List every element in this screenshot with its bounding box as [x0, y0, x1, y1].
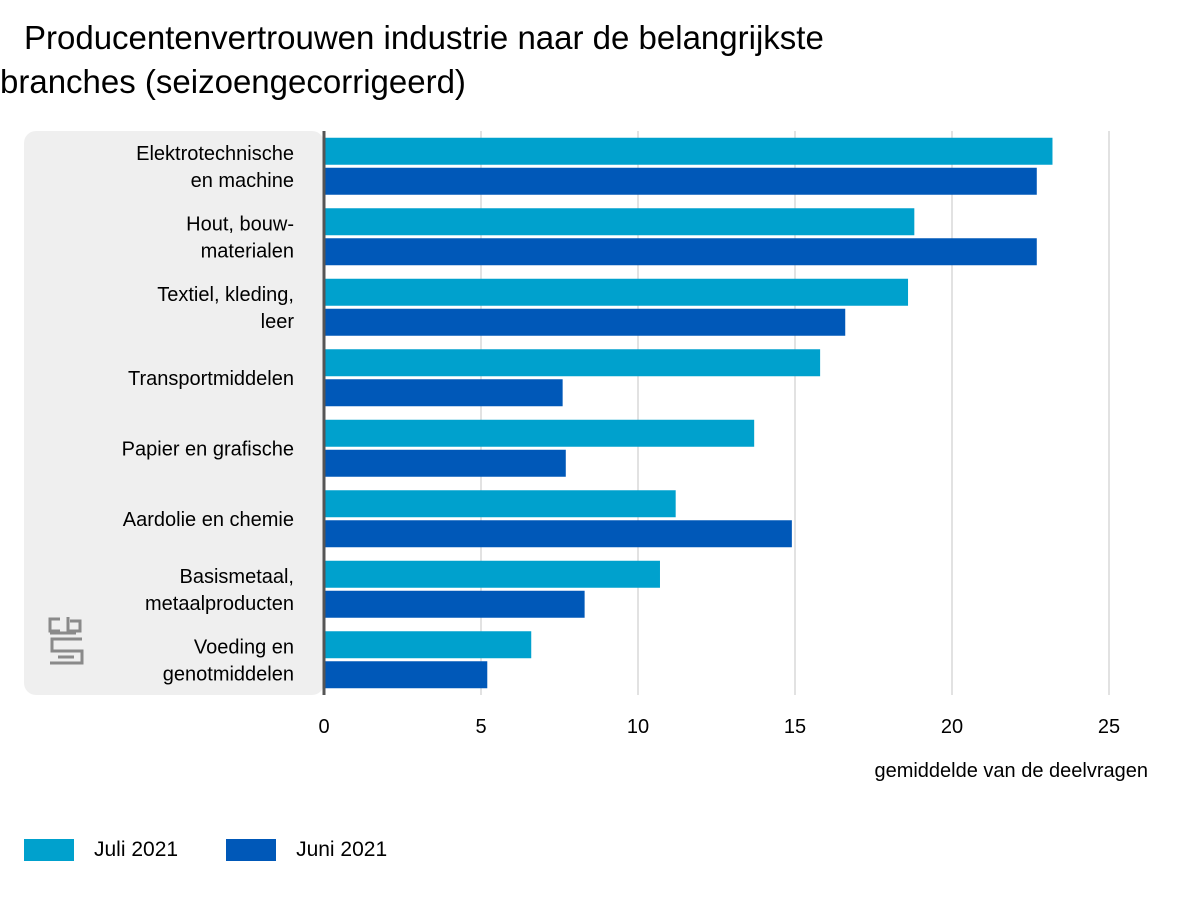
- bar-chart: Elektrotechnische en machine Hout, bouw-ma…: [24, 131, 1148, 782]
- bars: [324, 137, 1053, 689]
- bar-juli-2021: [324, 631, 532, 659]
- bar-juli-2021: [324, 419, 755, 447]
- category-label: metaalproducten: [145, 593, 294, 615]
- category-label: Aardolie en chemie: [123, 509, 294, 531]
- chart-title-line-1: Producentenvertrouwen industrie naar de …: [24, 19, 824, 56]
- bar-juli-2021: [324, 490, 676, 518]
- bar-juni-2021: [324, 661, 488, 689]
- category-label: Hout, bouw-: [186, 213, 294, 235]
- x-tick-label: 15: [784, 716, 806, 738]
- category-label: Elektrotechnische: [136, 143, 294, 165]
- bar-juli-2021: [324, 137, 1053, 165]
- bar-juni-2021: [324, 449, 566, 477]
- x-tick-labels: 0 5 10 15 20 25: [318, 716, 1120, 738]
- category-label: Papier en grafische: [122, 438, 294, 460]
- cbs-logo-icon: [48, 617, 84, 665]
- legend-item-juni-2021: Juni 2021: [226, 838, 387, 862]
- category-panel: [24, 131, 324, 695]
- category-label: en machine: [191, 170, 294, 192]
- legend-swatch-juli-2021: [24, 839, 74, 861]
- category-label: leer: [261, 311, 295, 333]
- bar-juli-2021: [324, 349, 821, 377]
- x-tick-label: 25: [1098, 716, 1120, 738]
- bar-juli-2021: [324, 208, 915, 236]
- category-label: Voeding en: [194, 636, 294, 658]
- category-labels: Elektrotechnische en machine Hout, bouw-ma…: [122, 143, 295, 686]
- x-axis-label: gemiddelde van de deelvragen: [874, 760, 1148, 782]
- category-label: Basismetaal,: [180, 566, 295, 588]
- category-label: genotmiddelen: [163, 663, 294, 685]
- legend-swatch-juni-2021: [226, 839, 277, 861]
- bar-juni-2021: [324, 590, 585, 618]
- legend-item-juli-2021: Juli 2021: [24, 838, 178, 862]
- x-tick-label: 10: [627, 716, 649, 738]
- bar-juni-2021: [324, 379, 563, 407]
- x-tick-label: 20: [941, 716, 963, 738]
- category-label: Textiel, kleding,: [157, 284, 294, 306]
- legend: Juli 2021 Juni 2021: [24, 838, 435, 862]
- bar-juli-2021: [324, 278, 909, 306]
- bar-juli-2021: [324, 560, 660, 588]
- chart-title: Producentenvertrouwen industrie naar de …: [0, 16, 900, 104]
- x-tick-label: 0: [318, 716, 329, 738]
- bar-juni-2021: [324, 520, 792, 548]
- chart-title-line-2: branches (seizoengecorrigeerd): [0, 63, 466, 100]
- bar-juni-2021: [324, 238, 1037, 266]
- bar-juni-2021: [324, 167, 1037, 195]
- category-label: Transportmiddelen: [128, 368, 294, 390]
- legend-label-juni-2021: Juni 2021: [296, 838, 388, 861]
- bar-juni-2021: [324, 308, 846, 336]
- category-label: materialen: [201, 240, 294, 262]
- x-tick-label: 5: [475, 716, 486, 738]
- legend-label-juli-2021: Juli 2021: [94, 838, 179, 861]
